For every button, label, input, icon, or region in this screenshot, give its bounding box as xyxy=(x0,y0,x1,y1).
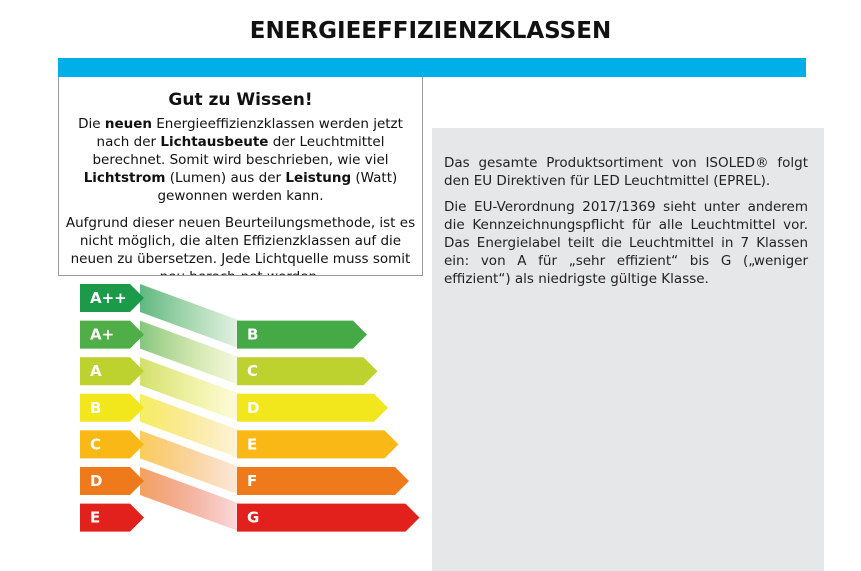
title: ENERGIEEFFIZIENZKLASSEN xyxy=(249,18,612,44)
text: Energieeffizienzklassen werden jetzt nac… xyxy=(96,116,403,150)
old-class-label: A+ xyxy=(90,326,114,344)
new-class-label: C xyxy=(247,362,258,380)
info-box: Gut zu Wissen! Die neuen Energieeffizien… xyxy=(58,77,423,276)
old-class xyxy=(80,284,144,312)
band xyxy=(140,284,240,349)
info-heading: Gut zu Wissen! xyxy=(168,90,313,110)
description-box: Das gesamte Produktsortiment von ISOLED®… xyxy=(432,128,824,571)
page: ENERGIEEFFIZIENZKLASSEN Gut zu Wissen! D… xyxy=(58,18,824,571)
new-class xyxy=(237,357,378,386)
old-class-label: B xyxy=(90,399,101,417)
old-class xyxy=(80,357,144,386)
band xyxy=(140,430,240,495)
text: Aufgrund dieser neuen Beurteilungsmethod… xyxy=(65,215,416,275)
old-class xyxy=(80,467,144,495)
bold-text: Lichtausbeute xyxy=(160,134,269,150)
old-class-label: C xyxy=(90,435,101,453)
band xyxy=(140,320,240,386)
old-class-label: E xyxy=(90,509,100,527)
band xyxy=(140,393,240,459)
text: Die xyxy=(78,116,105,132)
bold-text: Lichtstrom xyxy=(83,170,166,186)
new-class-label: G xyxy=(247,509,259,527)
description-paragraph: Das gesamte Produktsortiment von ISOLED®… xyxy=(444,155,808,189)
info-paragraph: Aufgrund dieser neuen Beurteilungsmethod… xyxy=(65,214,416,275)
band xyxy=(140,467,240,532)
old-class xyxy=(80,393,144,422)
new-class-label: B xyxy=(247,326,258,344)
info-paragraph: Die neuen Energieeffizienzklassen werden… xyxy=(65,115,416,205)
old-class xyxy=(80,320,144,349)
old-class-label: D xyxy=(90,472,102,490)
old-class-label: A xyxy=(90,362,102,380)
new-class-label: E xyxy=(247,435,257,453)
new-class xyxy=(237,503,420,532)
band xyxy=(140,357,240,422)
new-class xyxy=(237,430,399,459)
bold-text: Leistung xyxy=(285,170,352,186)
old-class-label: A++ xyxy=(90,289,127,307)
new-class xyxy=(237,320,367,349)
text: (Lumen) aus der xyxy=(165,170,286,186)
bands xyxy=(140,284,240,532)
text: (Watt) gewonnen werden kann. xyxy=(157,170,398,204)
text: der Leuchtmittel berechnet. Somit wird b… xyxy=(92,134,389,168)
description-paragraph: Die EU-Verordnung 2017/1369 sieht unter … xyxy=(444,199,808,287)
new-class-label: F xyxy=(247,472,257,490)
new-class xyxy=(237,467,409,495)
new-class xyxy=(237,393,388,422)
new-class-label: D xyxy=(247,399,259,417)
old-class xyxy=(80,503,144,532)
accent-bar xyxy=(58,58,806,77)
bold-text: neuen xyxy=(104,116,152,132)
old-class xyxy=(80,430,144,459)
